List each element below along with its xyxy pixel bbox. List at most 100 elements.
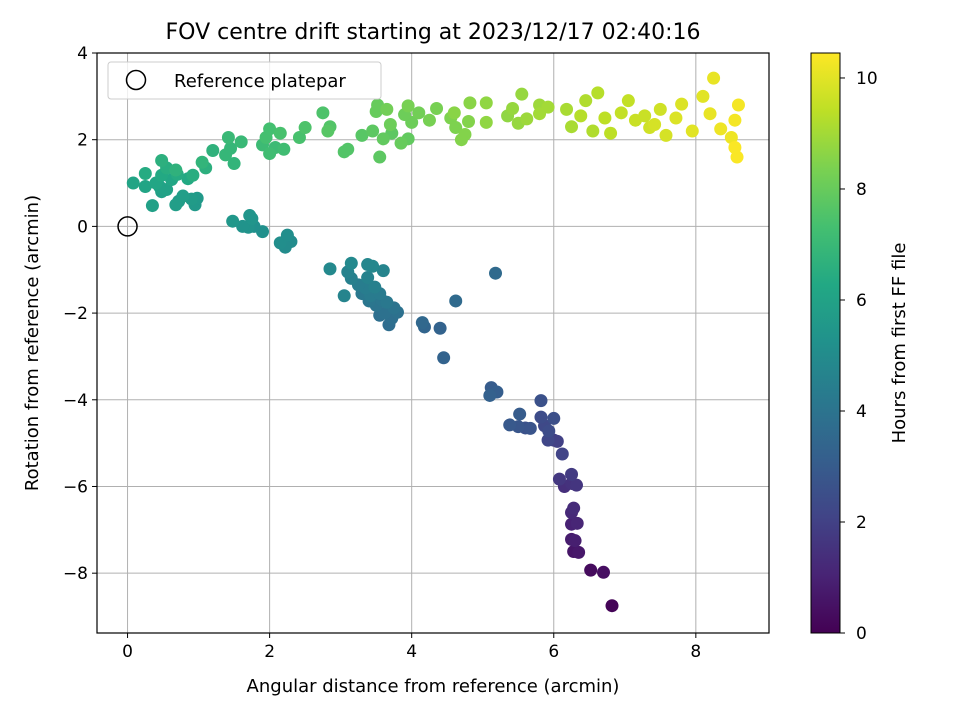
data-point <box>547 411 561 425</box>
data-point <box>437 351 451 365</box>
data-point <box>552 472 566 486</box>
data-point <box>579 94 593 108</box>
data-point <box>323 262 337 276</box>
data-point <box>560 102 574 116</box>
colorbar-tick-label: 8 <box>856 180 867 200</box>
data-point <box>206 144 220 158</box>
data-point <box>621 94 635 108</box>
data-point <box>366 124 380 138</box>
data-point <box>277 142 291 156</box>
data-point <box>412 106 426 120</box>
data-point <box>376 264 390 278</box>
data-point <box>155 154 169 168</box>
data-point <box>591 86 605 100</box>
data-point <box>234 135 248 149</box>
y-tick-label: 2 <box>77 131 88 151</box>
y-axis-ticks: −8 −6 −4 −2 0 2 4 <box>63 44 97 584</box>
data-point <box>380 102 394 116</box>
data-point <box>236 219 250 233</box>
data-point <box>513 407 527 421</box>
legend: Reference platepar <box>107 61 382 100</box>
data-point <box>696 89 710 103</box>
data-point <box>572 545 586 559</box>
data-point <box>394 136 408 150</box>
data-point <box>533 107 547 121</box>
data-point <box>430 101 444 115</box>
data-point <box>383 118 397 132</box>
data-point <box>292 131 306 145</box>
data-point <box>574 109 588 123</box>
reference-platepar-marker <box>117 216 138 237</box>
data-point <box>224 141 238 155</box>
data-point <box>604 126 618 140</box>
data-point <box>685 124 699 138</box>
data-point <box>714 122 728 136</box>
data-point <box>458 127 472 141</box>
data-point <box>195 155 209 169</box>
data-point <box>401 99 415 113</box>
data-point <box>138 180 152 194</box>
data-point <box>605 599 619 613</box>
data-point <box>489 266 503 280</box>
data-point <box>534 394 548 408</box>
x-axis-ticks: 0 2 4 6 8 <box>122 633 701 662</box>
data-point <box>273 126 287 140</box>
data-point <box>176 189 190 203</box>
data-point <box>316 106 330 120</box>
data-point <box>169 198 183 212</box>
data-point <box>648 118 662 132</box>
data-point <box>321 124 335 138</box>
legend-label: Reference platepar <box>174 71 346 92</box>
colorbar-tick-label: 2 <box>856 513 867 533</box>
data-point <box>506 101 520 115</box>
colorbar-tick-label: 0 <box>856 624 867 644</box>
y-tick-label: 0 <box>77 217 88 237</box>
x-tick-label: 2 <box>264 642 275 662</box>
data-point <box>361 271 375 285</box>
data-point <box>422 113 436 127</box>
data-point <box>707 71 721 85</box>
data-point <box>380 295 394 309</box>
data-point <box>361 258 375 272</box>
data-point <box>659 128 673 142</box>
data-point <box>368 280 382 294</box>
data-point <box>126 176 140 190</box>
data-point <box>584 563 598 577</box>
data-point <box>567 501 581 515</box>
colorbar-ticks: 0 2 4 6 8 10 <box>840 69 878 644</box>
data-point <box>373 150 387 164</box>
data-point <box>669 111 683 125</box>
data-point <box>534 410 548 424</box>
colorbar: 0 2 4 6 8 10 Hours from first FF file <box>810 52 910 644</box>
data-point <box>337 289 351 303</box>
data-point <box>479 115 493 129</box>
data-point <box>169 163 183 177</box>
data-point <box>263 147 277 161</box>
data-point <box>415 316 429 330</box>
colorbar-tick-label: 4 <box>856 402 867 422</box>
data-point <box>138 167 152 181</box>
data-point <box>449 121 463 135</box>
data-point <box>447 106 461 120</box>
data-point <box>568 534 582 548</box>
colorbar-gradient <box>810 52 841 634</box>
data-point <box>724 131 738 145</box>
data-point <box>263 122 277 136</box>
data-point <box>569 478 583 492</box>
data-point <box>596 565 610 579</box>
data-point <box>703 107 717 121</box>
data-point <box>728 140 742 154</box>
y-tick-label: −8 <box>63 564 88 584</box>
data-point <box>227 157 241 171</box>
data-point <box>565 467 579 481</box>
data-point <box>520 112 534 126</box>
data-point <box>433 321 447 335</box>
data-point <box>145 199 159 213</box>
colorbar-label: Hours from first FF file <box>889 243 910 444</box>
data-point <box>731 98 745 112</box>
x-tick-label: 8 <box>690 642 701 662</box>
data-point <box>462 114 476 128</box>
x-tick-label: 4 <box>406 642 417 662</box>
y-tick-label: −6 <box>63 477 88 497</box>
